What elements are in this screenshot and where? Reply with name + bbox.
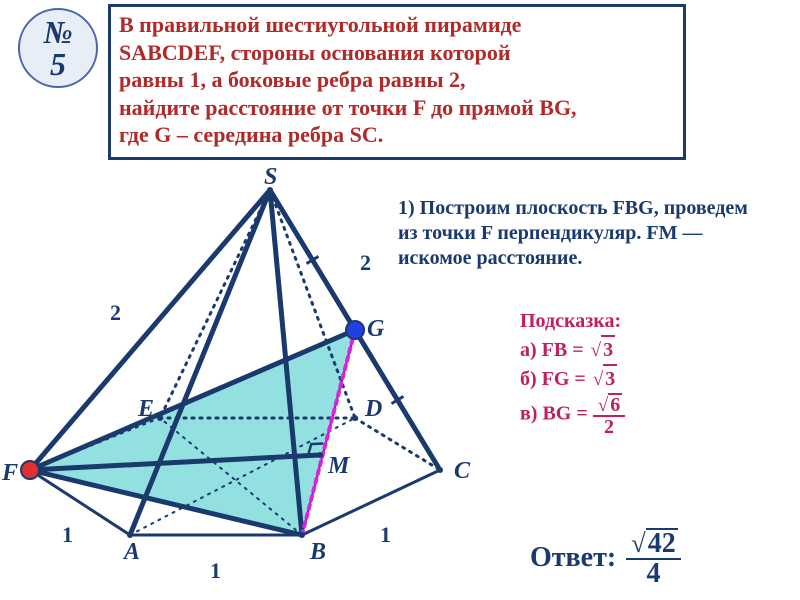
edge-length-0: 2 xyxy=(110,300,121,326)
sqrt-icon: 3 xyxy=(589,335,615,364)
vertex-label-B: B xyxy=(310,539,326,566)
pyramid-diagram: SABCDEFGM22111 xyxy=(0,170,520,590)
problem-line5: где G – середина ребра SC. xyxy=(119,122,383,147)
vertex-label-M: M xyxy=(328,453,349,480)
hint-title: Подсказка: xyxy=(520,308,625,335)
sqrt-icon: 6 xyxy=(596,393,622,415)
answer-num: 42 xyxy=(646,528,678,558)
problem-line1: В правильной шестиугольной пирамиде xyxy=(119,12,521,37)
hint-b: б) FG = 3 xyxy=(520,364,625,393)
hint-b-label: б) FG = xyxy=(520,368,591,390)
problem-line2: SABCDEF, стороны основания которой xyxy=(119,40,511,65)
badge-line2: 5 xyxy=(50,48,66,80)
hint-a-label: а) FB = xyxy=(520,339,589,361)
edge-length-1: 2 xyxy=(360,250,371,276)
fraction: 62 xyxy=(593,393,625,437)
vertex-label-C: C xyxy=(454,458,470,485)
edge-length-4: 1 xyxy=(380,522,391,548)
hint-block: Подсказка: а) FB = 3 б) FG = 3 в) BG = 6… xyxy=(520,308,625,437)
problem-number-badge: № 5 xyxy=(18,8,98,88)
hint-c-num: 6 xyxy=(608,393,622,415)
sqrt-icon: 3 xyxy=(591,364,617,393)
vertex-label-S: S xyxy=(264,164,277,191)
answer-fraction: 42 4 xyxy=(626,528,681,588)
vertex-label-D: D xyxy=(365,396,382,423)
hint-c-den: 2 xyxy=(601,417,617,437)
hint-b-rad: 3 xyxy=(603,364,617,393)
problem-statement: В правильной шестиугольной пирамиде SABC… xyxy=(108,4,686,160)
vertex-label-A: A xyxy=(124,539,140,566)
hint-c: в) BG = 62 xyxy=(520,393,625,437)
edge-length-3: 1 xyxy=(210,558,221,584)
vertex-label-F: F xyxy=(2,460,18,487)
diagram-svg xyxy=(0,170,520,590)
problem-line4: найдите расстояние от точки F до прямой … xyxy=(119,95,577,120)
answer-den: 4 xyxy=(643,560,663,588)
vertex-label-G: G xyxy=(367,316,384,343)
answer-label: Ответ: xyxy=(530,542,616,574)
answer-block: Ответ: 42 4 xyxy=(530,528,681,588)
edge-length-2: 1 xyxy=(62,522,73,548)
problem-line3: равны 1, а боковые ребра равны 2, xyxy=(119,67,466,92)
badge-line1: № xyxy=(43,16,72,48)
sqrt-icon: 42 xyxy=(629,528,678,558)
hint-a-rad: 3 xyxy=(601,335,615,364)
hint-a: а) FB = 3 xyxy=(520,335,625,364)
vertex-label-E: E xyxy=(138,396,154,423)
hint-c-label: в) BG = xyxy=(520,403,593,425)
